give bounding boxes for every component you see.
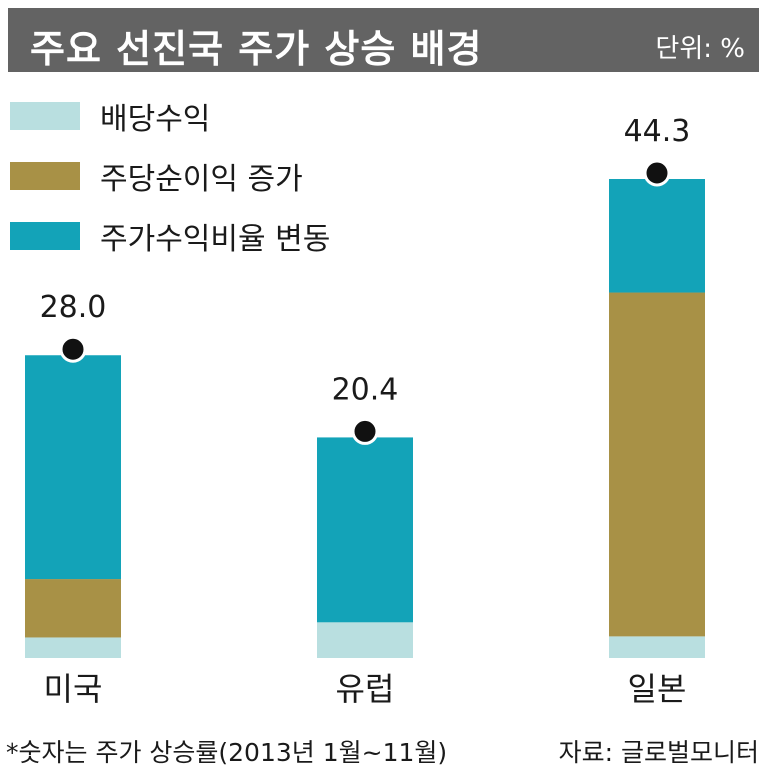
bar-japan-eps-growth	[609, 292, 705, 637]
bar-usa-dividend	[25, 637, 121, 658]
bar-usa-eps-growth	[25, 579, 121, 638]
total-marker-usa	[59, 335, 87, 363]
bar-usa-per-change	[25, 355, 121, 580]
chart-title: 주요 선진국 주가 상승 배경	[30, 27, 483, 71]
bar-europe-per-change	[317, 437, 413, 623]
footnote: *숫자는 주가 상승률(2013년 1월~11월)	[6, 738, 448, 767]
legend-swatch-eps-growth	[10, 162, 80, 190]
legend-swatch-dividend	[10, 102, 80, 130]
source-note: 자료: 글로벌모니터	[558, 738, 759, 767]
legend-label-per-change: 주가수익비율 변동	[100, 222, 331, 257]
category-label-europe: 유럽	[336, 670, 395, 708]
title-bar: 주요 선진국 주가 상승 배경 단위: %	[8, 8, 759, 72]
total-marker-europe	[351, 417, 379, 445]
data-label-total-europe: 20.4	[332, 372, 399, 407]
data-label-total-japan: 44.3	[624, 114, 691, 149]
legend-swatch-per-change	[10, 222, 80, 250]
bar-japan-per-change	[609, 179, 705, 293]
bar-japan-dividend	[609, 636, 705, 658]
legend-label-dividend: 배당수익	[100, 102, 211, 137]
total-marker-japan	[643, 159, 671, 187]
bar-europe-dividend	[317, 622, 413, 658]
data-label-total-usa: 28.0	[40, 290, 107, 325]
category-label-japan: 일본	[628, 670, 687, 708]
unit-label: 단위: %	[655, 34, 745, 64]
category-label-usa: 미국	[44, 670, 103, 708]
legend-label-eps-growth: 주당순이익 증가	[100, 162, 303, 197]
